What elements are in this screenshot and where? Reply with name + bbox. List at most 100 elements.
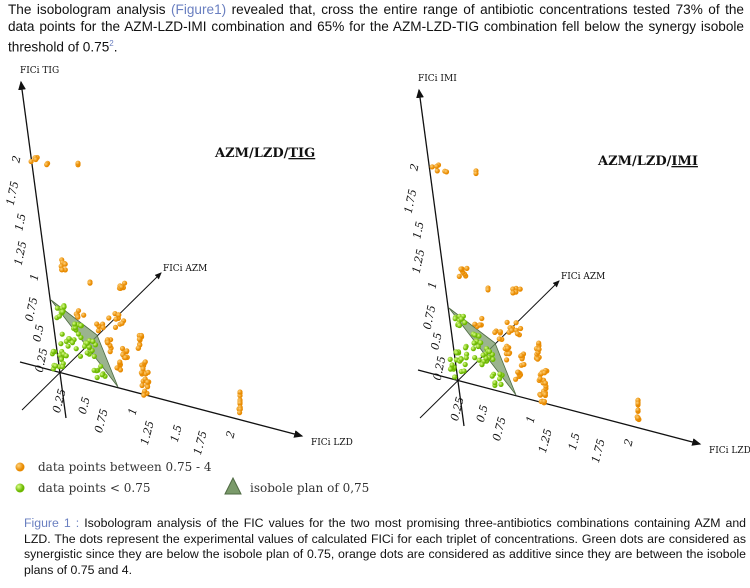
additive-data-point	[145, 369, 151, 375]
synergistic-data-point	[463, 355, 469, 361]
additive-data-point	[75, 160, 81, 166]
additive-data-point	[479, 315, 485, 322]
additive-data-point	[119, 345, 126, 352]
synergistic-data-point	[472, 355, 478, 361]
additive-data-point	[113, 316, 119, 322]
additive-data-point	[117, 359, 123, 365]
additive-data-point	[122, 280, 128, 286]
synergistic-data-point	[449, 362, 455, 368]
legend-isobole-label: isobole plan of 0,75	[250, 481, 369, 495]
additive-data-point	[537, 376, 543, 382]
additive-data-point	[497, 329, 503, 335]
synergistic-data-point	[50, 348, 56, 354]
additive-data-point	[485, 287, 491, 293]
z-tick-label: 0.75	[421, 304, 439, 331]
synergistic-data-point	[54, 305, 61, 311]
additive-data-point	[542, 380, 548, 386]
legend-synergistic-label: data points < 0.75	[38, 481, 150, 495]
x-tick-label: 0.5	[474, 403, 491, 423]
x-tick-label: 2	[223, 429, 238, 440]
plot-title-prefix: AZM/LZD/	[214, 146, 289, 161]
lzd-axis-label: FICi LZD	[311, 438, 353, 448]
additive-data-point	[145, 384, 151, 390]
synergistic-data-point	[59, 331, 65, 337]
figure-link[interactable]: (Figure1)	[171, 2, 227, 17]
additive-data-point	[112, 324, 119, 330]
additive-data-point	[106, 315, 112, 321]
z-tick-label: 0.5	[428, 331, 444, 351]
synergistic-data-point	[72, 321, 78, 327]
z-tick-label: 1	[425, 280, 439, 290]
paragraph-end: .	[113, 39, 118, 55]
synergistic-data-point	[65, 343, 71, 349]
synergistic-data-point	[84, 340, 90, 346]
x-tick-label: 0.75	[490, 415, 509, 442]
citation-link[interactable]: 2	[109, 39, 114, 48]
azm-axis-label: FICi AZM	[561, 272, 605, 282]
synergistic-data-point	[69, 340, 76, 346]
additive-data-point	[87, 280, 93, 286]
z-axis-label: FICi TIG	[20, 66, 59, 76]
synergistic-data-point	[78, 323, 84, 329]
additive-data-point	[477, 322, 483, 328]
z-tick-label: 1.25	[12, 240, 30, 267]
caption-text: Isobologram analysis of the FIC values f…	[24, 516, 746, 577]
synergistic-data-point	[472, 332, 478, 338]
x-tick-label: 1.25	[138, 419, 157, 446]
additive-data-point	[28, 158, 34, 165]
additive-data-point	[496, 336, 502, 342]
z-tick-label: 0.5	[30, 323, 46, 343]
additive-data-point	[541, 370, 548, 376]
z-axis-label: FICi IMI	[418, 74, 457, 84]
x-tick-label: 1.75	[589, 437, 608, 464]
additive-data-point	[518, 353, 524, 359]
additive-data-point	[142, 359, 148, 365]
additive-data-point	[119, 320, 125, 326]
additive-data-point	[542, 391, 548, 398]
body-paragraph: The isobologram analysis (Figure1) revea…	[8, 1, 744, 56]
additive-data-point	[122, 355, 129, 361]
synergistic-data-point	[497, 376, 503, 382]
synergistic-data-point	[486, 348, 493, 355]
additive-data-point	[521, 361, 527, 368]
additive-data-point	[100, 325, 106, 331]
synergistic-data-point	[56, 313, 63, 319]
additive-data-point	[105, 339, 111, 345]
z-tick-label: 1.75	[402, 188, 420, 215]
synergistic-data-point	[462, 345, 469, 351]
synergistic-data-point	[498, 381, 504, 387]
additive-data-point	[429, 164, 435, 170]
additive-data-point	[513, 320, 519, 326]
synergistic-data-point	[470, 346, 476, 352]
additive-data-point	[59, 267, 65, 273]
additive-data-point	[44, 162, 50, 168]
additive-data-point	[464, 265, 470, 271]
synergistic-data-point	[447, 356, 453, 362]
additive-data-point	[635, 415, 641, 421]
isobologram-azm-lzd-tig: FICi TIG FICi AZM FICi LZD AZM/LZD/TIG 2 1.75…	[4, 66, 353, 456]
synergistic-data-point	[73, 346, 79, 352]
synergistic-data-point	[480, 352, 486, 358]
x-tick-label: 1.5	[168, 423, 185, 443]
additive-data-point	[114, 365, 120, 371]
synergistic-data-point	[475, 343, 481, 350]
z-tick-label: 0.75	[23, 296, 41, 323]
synergistic-data-point	[479, 362, 485, 368]
z-tick-label: 1.5	[12, 212, 28, 232]
synergistic-data-point	[456, 322, 463, 329]
plot-title-drug: IMI	[671, 154, 698, 169]
x-tick-label: 1	[126, 406, 140, 416]
synergistic-data-point	[471, 340, 477, 346]
legend-triangle-icon	[224, 476, 242, 495]
synergistic-data-point	[53, 363, 59, 369]
additive-data-point	[237, 389, 243, 395]
additive-data-point	[139, 382, 145, 389]
additive-data-point	[75, 314, 81, 320]
z-tick-label: 0.25	[33, 347, 51, 374]
synergistic-data-point	[90, 338, 96, 344]
x-tick-label: 1.5	[566, 431, 583, 451]
isobologram-figure: FICi TIG FICi AZM FICi LZD AZM/LZD/TIG 2 1.75…	[4, 66, 750, 495]
synergistic-data-point	[447, 366, 454, 372]
x-tick-label: 0.5	[76, 395, 93, 415]
x-tick-label: 0.75	[92, 407, 111, 434]
